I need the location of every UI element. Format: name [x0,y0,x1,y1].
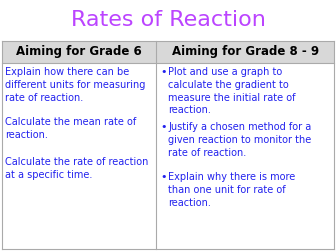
Text: •: • [160,67,167,77]
Text: Calculate the rate of reaction
at a specific time.: Calculate the rate of reaction at a spec… [5,157,149,180]
Text: Explain how there can be
different units for measuring
rate of reaction.: Explain how there can be different units… [5,67,145,103]
Text: Aiming for Grade 8 - 9: Aiming for Grade 8 - 9 [172,46,319,58]
Text: Rates of Reaction: Rates of Reaction [71,10,265,30]
Text: Explain why there is more
than one unit for rate of
reaction.: Explain why there is more than one unit … [168,172,296,208]
Text: •: • [160,172,167,182]
Text: Aiming for Grade 6: Aiming for Grade 6 [16,46,142,58]
Text: Calculate the mean rate of
reaction.: Calculate the mean rate of reaction. [5,117,136,140]
Text: •: • [160,122,167,132]
Text: Plot and use a graph to
calculate the gradient to
measure the initial rate of
re: Plot and use a graph to calculate the gr… [168,67,296,115]
Bar [2,41,156,63]
Text: Justify a chosen method for a
given reaction to monitor the
rate of reaction.: Justify a chosen method for a given reac… [168,122,311,158]
Bar [156,41,334,63]
